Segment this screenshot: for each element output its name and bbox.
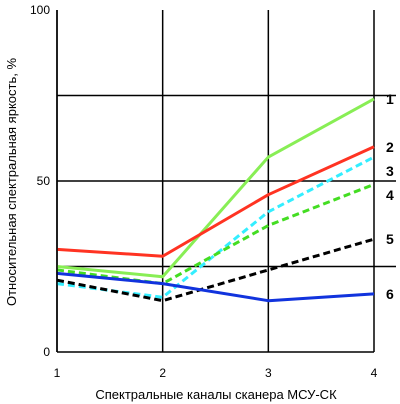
series-label-2: 2: [386, 139, 394, 155]
x-tick-label: 1: [54, 366, 61, 380]
series-label-3: 3: [386, 163, 394, 179]
series-line-6: [56, 271, 375, 303]
x-tick-label: 2: [159, 366, 166, 380]
y-tick-label: 100: [30, 3, 50, 17]
x-axis-label: Спектральные каналы сканера МСУ-СК: [95, 387, 337, 402]
series-labels: 1 2 3 4 5 6: [386, 91, 394, 302]
y-axis-label: Относительная спектральная яркость, %: [4, 58, 19, 306]
series-line-4: [56, 183, 375, 286]
series-label-1: 1: [386, 91, 394, 107]
plot-frame: [56, 10, 374, 353]
x-tick-label: 3: [265, 366, 272, 380]
x-tick-label: 4: [371, 366, 378, 380]
series-label-5: 5: [386, 231, 394, 247]
y-tick-label: 0: [43, 345, 50, 359]
series-label-6: 6: [386, 286, 394, 302]
series-label-4: 4: [386, 187, 394, 203]
x-tick-labels: 1 2 3 4: [54, 366, 378, 380]
series-line-2: [56, 145, 375, 258]
series-lines: [56, 97, 375, 303]
y-tick-labels: 0 50 100: [30, 3, 50, 359]
series-line-1: [56, 97, 375, 279]
grid-lines: [56, 10, 396, 352]
y-tick-label: 50: [37, 174, 51, 188]
series-line-3: [56, 155, 375, 299]
